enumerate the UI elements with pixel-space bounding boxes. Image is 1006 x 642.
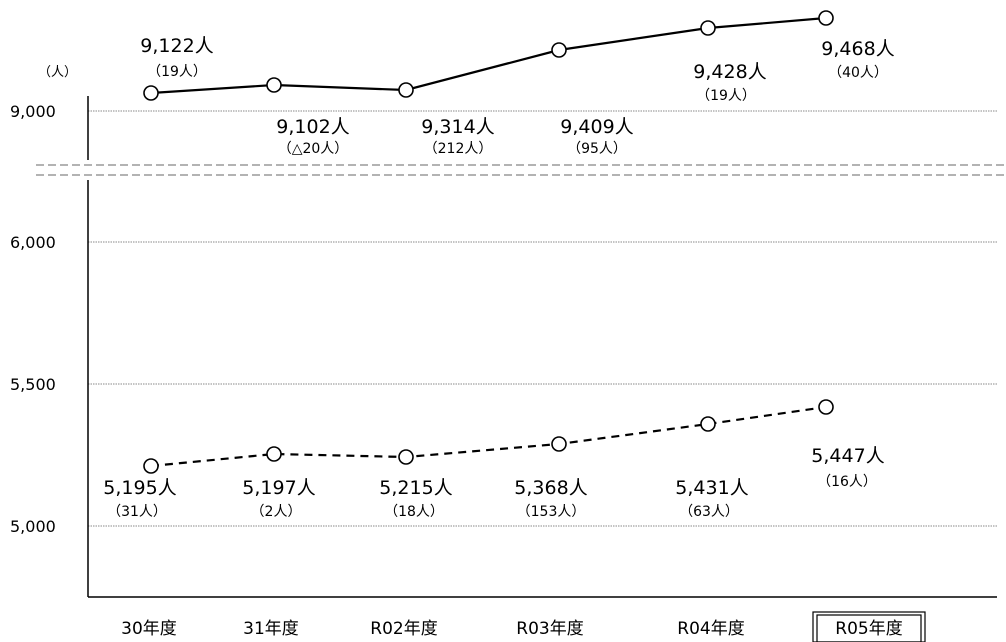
upper-value-label: 9,102人 bbox=[276, 116, 349, 138]
upper-change-label: （212人） bbox=[424, 141, 493, 157]
upper-change-label: （19人） bbox=[147, 64, 207, 80]
lower-change-label: （16人） bbox=[817, 474, 877, 490]
lower-series-line bbox=[150, 405, 827, 468]
y-tick-label: 6,000 bbox=[10, 233, 56, 252]
upper-change-label: （19人） bbox=[696, 88, 756, 104]
y-unit-label: （人） bbox=[38, 65, 77, 80]
lower-change-label: （2人） bbox=[251, 504, 302, 520]
gridlines bbox=[88, 110, 997, 527]
upper-series-point bbox=[818, 10, 834, 26]
upper-value-label: 9,314人 bbox=[421, 116, 494, 138]
lower-series-point bbox=[143, 458, 159, 474]
upper-value-label: 9,468人 bbox=[821, 38, 894, 60]
lower-change-label: （31人） bbox=[107, 504, 167, 520]
upper-value-label: 9,122人 bbox=[140, 35, 213, 57]
x-category-label: R02年度 bbox=[370, 619, 437, 639]
lower-change-label: （63人） bbox=[679, 504, 739, 520]
x-category-label: 31年度 bbox=[243, 619, 299, 639]
lower-value-label: 5,195人 bbox=[103, 477, 176, 499]
lower-change-label: （153人） bbox=[517, 504, 586, 520]
lower-series-point bbox=[818, 399, 834, 415]
lower-value-label: 5,197人 bbox=[242, 477, 315, 499]
upper-series-point bbox=[398, 82, 414, 98]
axes bbox=[87, 96, 997, 598]
upper-value-label: 9,409人 bbox=[560, 116, 633, 138]
upper-change-label: （40人） bbox=[828, 65, 888, 81]
lower-series-point bbox=[266, 446, 282, 462]
lower-series-point bbox=[700, 416, 716, 432]
data-labels: 9,122人 9,102人 9,314人 9,409人 9,428人 9,468人 （19人… bbox=[103, 35, 894, 520]
lower-series-point bbox=[551, 436, 567, 452]
upper-series-line bbox=[150, 16, 827, 95]
y-tick-labels: 9,000 5,000 5,500 6,000 bbox=[10, 102, 56, 536]
axis-break-gap bbox=[30, 161, 1006, 179]
upper-series-point bbox=[143, 85, 159, 101]
upper-series-point bbox=[700, 20, 716, 36]
x-category-label: R04年度 bbox=[677, 619, 744, 639]
series-lines bbox=[143, 10, 834, 474]
x-category-labels: 30年度 31年度 R02年度 R03年度 R04年度 R05年度 bbox=[121, 611, 926, 642]
highlight-box-outer bbox=[812, 611, 926, 642]
upper-value-label: 9,428人 bbox=[693, 61, 766, 83]
upper-series-point bbox=[551, 42, 567, 58]
x-category-label: 30年度 bbox=[121, 619, 177, 639]
lower-change-label: （18人） bbox=[384, 504, 444, 520]
y-tick-label: 5,000 bbox=[10, 517, 56, 536]
lower-value-label: 5,447人 bbox=[811, 445, 884, 467]
lower-value-label: 5,215人 bbox=[379, 477, 452, 499]
x-category-label: R03年度 bbox=[516, 619, 583, 639]
highlight-box-inner bbox=[816, 614, 922, 642]
axis-break bbox=[30, 161, 1006, 179]
upper-series-point bbox=[266, 77, 282, 93]
lower-value-label: 5,368人 bbox=[514, 477, 587, 499]
x-category-label: R05年度 bbox=[835, 619, 902, 639]
lower-series-point bbox=[398, 449, 414, 465]
y-tick-label: 5,500 bbox=[10, 375, 56, 394]
upper-change-label: （95人） bbox=[567, 141, 627, 157]
lower-value-label: 5,431人 bbox=[675, 477, 748, 499]
upper-change-label: （△20人） bbox=[278, 141, 349, 157]
y-tick-label: 9,000 bbox=[10, 102, 56, 121]
